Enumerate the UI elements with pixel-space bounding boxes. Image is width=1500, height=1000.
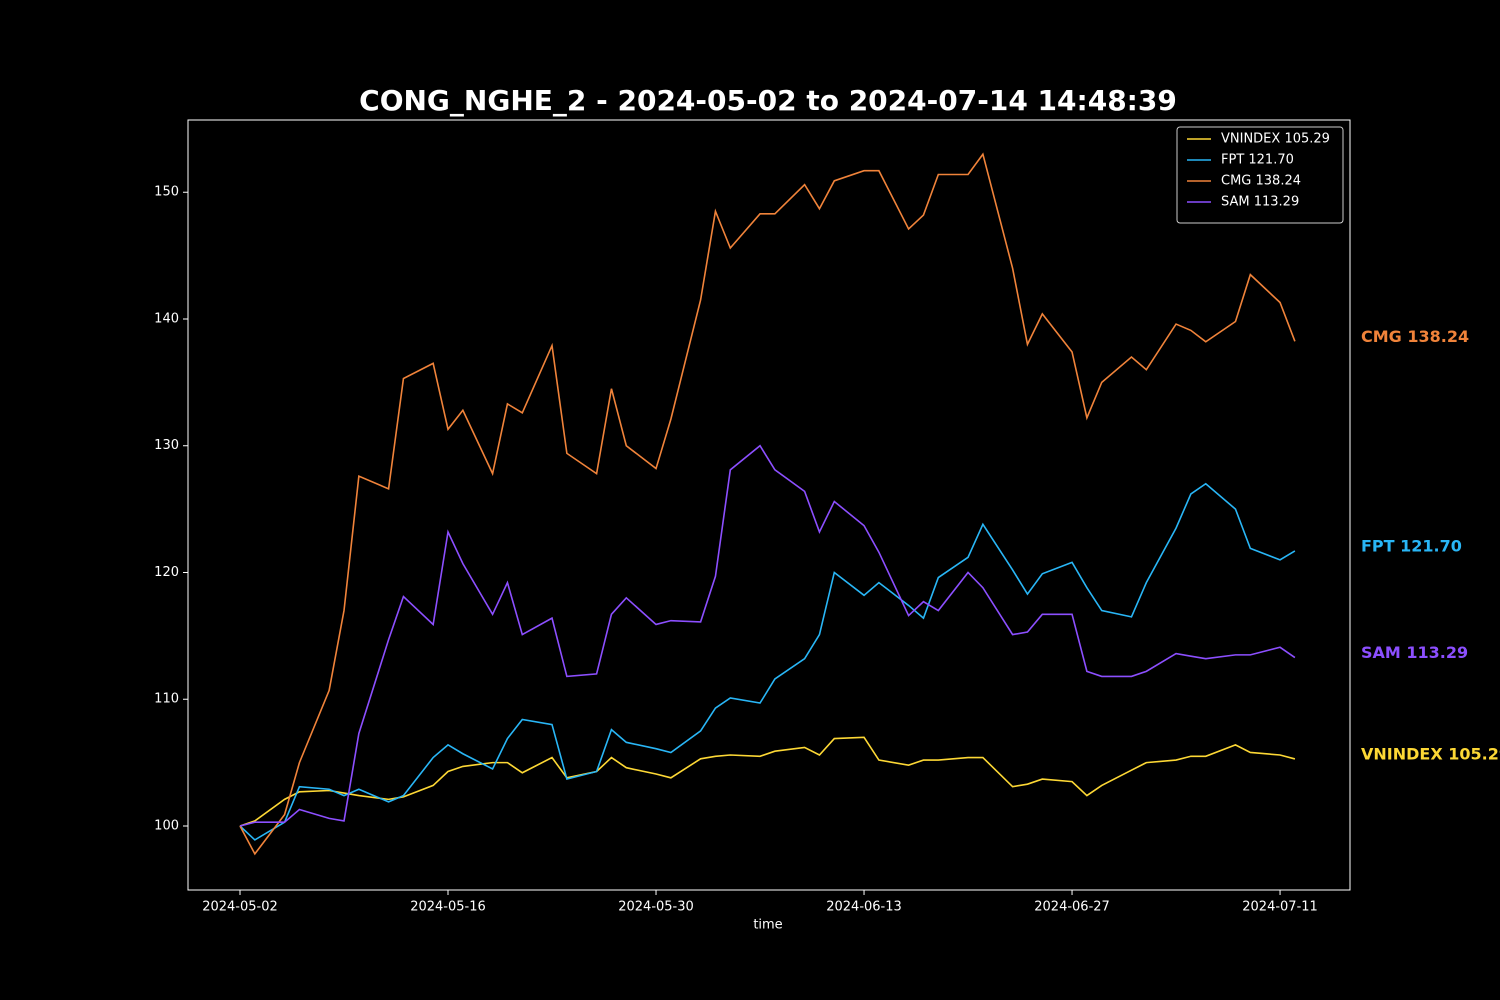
legend: VNINDEX 105.29 FPT 121.70 CMG 138.24 SAM 11… — [1176, 126, 1344, 224]
plot-frame — [187, 119, 1351, 891]
x-tick-label: 2024-06-27 — [1034, 900, 1110, 915]
y-tick-label: 150 — [154, 185, 179, 200]
legend-label: FPT 121.70 — [1221, 153, 1294, 168]
x-tick-label: 2024-07-11 — [1242, 900, 1318, 915]
end-label: SAM 113.29 — [1361, 643, 1468, 662]
x-axis-label: time — [753, 918, 782, 933]
legend-label: SAM 113.29 — [1221, 195, 1299, 210]
legend-label: VNINDEX 105.29 — [1221, 132, 1330, 147]
end-label: FPT 121.70 — [1361, 536, 1462, 555]
y-tick-label: 110 — [154, 692, 179, 707]
legend-label: CMG 138.24 — [1221, 174, 1301, 189]
chart-title: CONG_NGHE_2 - 2024-05-02 to 2024-07-14 1… — [359, 84, 1177, 117]
y-tick-label: 130 — [154, 438, 179, 453]
end-label: CMG 138.24 — [1361, 327, 1469, 346]
legend-box — [1176, 126, 1344, 224]
y-tick-label: 100 — [154, 818, 179, 833]
x-tick-label: 2024-06-13 — [826, 900, 902, 915]
x-tick-label: 2024-05-30 — [618, 900, 694, 915]
end-label: VNINDEX 105.29 — [1361, 744, 1500, 763]
series-line — [239, 152, 1296, 856]
x-tick-label: 2024-05-16 — [410, 900, 486, 915]
series-line — [239, 736, 1296, 827]
series-line — [239, 444, 1296, 827]
y-tick-label: 140 — [154, 311, 179, 326]
series-line — [239, 482, 1296, 841]
y-tick-label: 120 — [154, 565, 179, 580]
x-tick-label: 2024-05-02 — [202, 900, 278, 915]
